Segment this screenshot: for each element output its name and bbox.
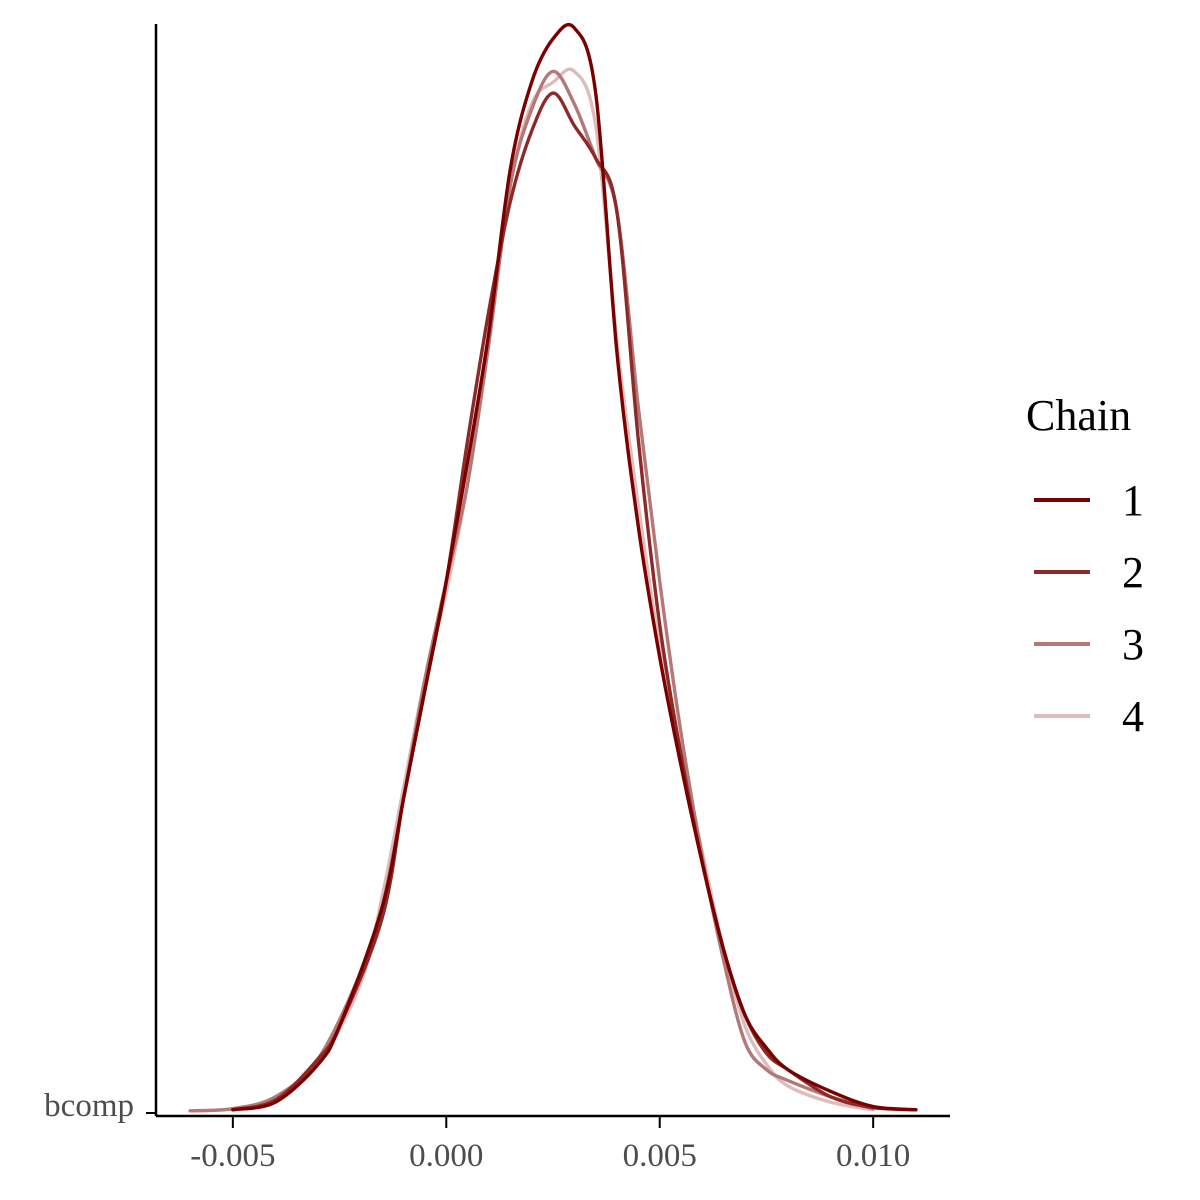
legend: Chain 1 2 3 4 [1026, 391, 1144, 741]
density-line-chain-2 [231, 91, 918, 1112]
x-tick-label: 0.005 [623, 1138, 697, 1174]
legend-item-chain-3: 3 [1034, 620, 1144, 669]
x-tick-label: -0.005 [190, 1138, 275, 1174]
legend-item-chain-1: 1 [1034, 476, 1144, 525]
legend-label-chain-3: 3 [1122, 620, 1144, 669]
y-category-label: bcomp [44, 1088, 134, 1124]
legend-item-chain-2: 2 [1034, 548, 1144, 597]
density-line-chain-1 [231, 22, 918, 1112]
x-tick-label: 0.000 [409, 1138, 483, 1174]
legend-label-chain-2: 2 [1122, 548, 1144, 597]
x-axis-ticks: -0.005 0.000 0.005 0.010 [190, 1116, 910, 1174]
legend-title: Chain [1026, 391, 1131, 440]
legend-label-chain-1: 1 [1122, 476, 1144, 525]
legend-label-chain-4: 4 [1122, 692, 1144, 741]
x-tick-label: 0.010 [836, 1138, 910, 1174]
legend-items: 1 2 3 4 [1034, 476, 1144, 741]
series-layer [188, 22, 918, 1113]
density-line-chain-4 [188, 67, 875, 1113]
density-line-chain-3 [188, 69, 875, 1113]
legend-item-chain-4: 4 [1034, 692, 1144, 741]
